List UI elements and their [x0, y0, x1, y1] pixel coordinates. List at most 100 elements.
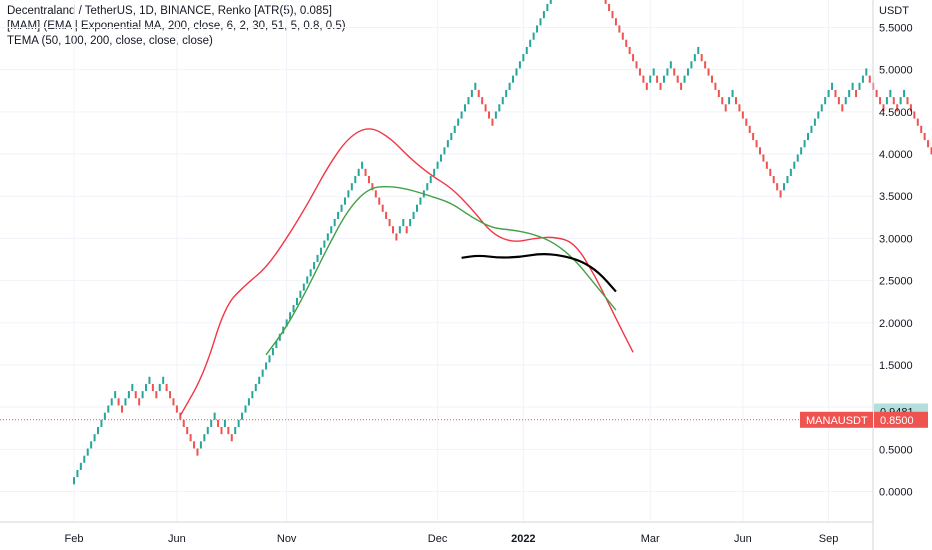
x-tick-label: Sep	[819, 533, 839, 545]
x-axis[interactable]: Feb Jun Nov Dec 2022 Mar Jun Sep	[0, 521, 873, 545]
renko-brick-up	[686, 68, 689, 76]
x-tick-label: Dec	[428, 533, 448, 545]
renko-brick-up	[347, 190, 350, 198]
renko-brick-up	[319, 247, 322, 255]
y-tick-label: 5.5000	[879, 23, 913, 35]
renko-brick-down	[765, 161, 768, 169]
renko-brick-down	[879, 97, 882, 105]
renko-brick-up	[292, 305, 295, 313]
renko-brick-up	[522, 54, 525, 62]
renko-brick-up	[402, 219, 405, 227]
renko-brick-down	[752, 132, 755, 141]
renko-brick-down	[378, 197, 381, 205]
renko-brick-down	[738, 104, 741, 112]
renko-brick-up	[131, 383, 134, 392]
renko-brick-up	[340, 204, 343, 212]
renko-brick-up	[515, 68, 518, 76]
price-value-label: 0.8500	[880, 415, 914, 427]
renko-brick-down	[488, 111, 491, 119]
renko-brick-down	[172, 398, 175, 406]
renko-brick-down	[741, 111, 744, 119]
renko-brick-up	[529, 39, 532, 47]
renko-brick-down	[477, 89, 480, 98]
grid	[0, 0, 873, 522]
renko-brick-up	[357, 168, 360, 176]
renko-brick-up	[662, 75, 665, 83]
renko-brick-up	[110, 398, 113, 406]
renko-brick-down	[724, 104, 727, 112]
renko-brick-down	[165, 383, 168, 392]
renko-brick-up	[512, 75, 515, 83]
legend-title: Decentraland / TetherUS, 1D, BINANCE, Re…	[7, 5, 332, 17]
renko-brick-up	[546, 3, 549, 12]
renko-brick-up	[416, 204, 418, 212]
renko-brick-up	[158, 383, 161, 392]
renko-brick-up	[251, 391, 254, 399]
renko-brick-up	[326, 233, 329, 241]
renko-brick-down	[484, 104, 487, 112]
renko-brick-down	[755, 140, 758, 148]
renko-brick-down	[656, 75, 659, 83]
renko-brick-down	[676, 75, 679, 83]
renko-brick-down	[608, 3, 611, 12]
renko-brick-up	[899, 97, 902, 105]
renko-brick-up	[813, 118, 816, 126]
renko-brick-up	[73, 477, 75, 485]
renko-brick-down	[714, 82, 717, 90]
renko-brick-up	[337, 211, 340, 220]
renko-brick-down	[186, 426, 189, 435]
renko-brick-up	[323, 240, 326, 248]
renko-brick-up	[354, 175, 357, 184]
renko-brick-up	[343, 197, 346, 205]
x-tick-label: Jun	[734, 533, 752, 545]
renko-brick-up	[83, 455, 86, 463]
renko-brick-down	[745, 118, 748, 126]
legend-ema: [MAM] (EMA | Exponential MA, 200, close,…	[7, 20, 346, 32]
renko-brick-down	[762, 154, 765, 162]
renko-brick-down	[217, 419, 220, 427]
renko-brick-up	[289, 312, 292, 320]
y-axis-title: USDT	[879, 5, 909, 17]
x-tick-label: Feb	[65, 533, 84, 545]
renko-brick-down	[645, 82, 648, 90]
y-tick-label: 4.5000	[879, 107, 913, 119]
renko-brick-down	[700, 54, 703, 62]
renko-brick-down	[121, 405, 124, 413]
renko-brick-up	[861, 75, 864, 83]
renko-brick-up	[398, 226, 401, 234]
renko-brick-down	[371, 183, 374, 191]
renko-brick-down	[837, 97, 840, 105]
renko-brick-up	[683, 75, 686, 83]
renko-brick-up	[127, 391, 130, 399]
renko-brick-down	[632, 54, 635, 62]
renko-brick-up	[306, 276, 309, 284]
renko-brick-up	[652, 68, 655, 76]
renko-brick-up	[268, 355, 271, 363]
renko-brick-up	[93, 434, 96, 442]
price-labels: 0.9481MANAUSDT0.8500	[800, 403, 928, 428]
renko-brick-up	[549, 0, 552, 4]
renko-brick-down	[707, 68, 710, 76]
renko-brick-up	[810, 125, 813, 133]
renko-brick-down	[772, 175, 775, 184]
renko-brick-up	[532, 32, 535, 40]
renko-brick-up	[467, 97, 470, 105]
renko-brick-down	[638, 68, 641, 76]
renko-brick-down	[175, 405, 178, 413]
renko-brick-up	[446, 140, 449, 148]
renko-brick-up	[234, 426, 237, 435]
renko-brick-up	[464, 104, 467, 112]
renko-brick-down	[230, 434, 233, 442]
renko-brick-down	[704, 61, 707, 69]
indicator-lines	[179, 128, 634, 416]
renko-brick-down	[673, 68, 676, 76]
renko-brick-down	[614, 18, 617, 26]
y-axis[interactable]: USDT 0.00000.50001.00001.50002.00002.500…	[872, 0, 913, 550]
renko-brick-up	[693, 54, 696, 62]
renko-brick-up	[669, 61, 672, 69]
renko-brick-up	[333, 219, 336, 227]
renko-brick-up	[440, 154, 443, 162]
renko-brick-down	[913, 111, 916, 119]
renko-brick-up	[885, 97, 888, 105]
